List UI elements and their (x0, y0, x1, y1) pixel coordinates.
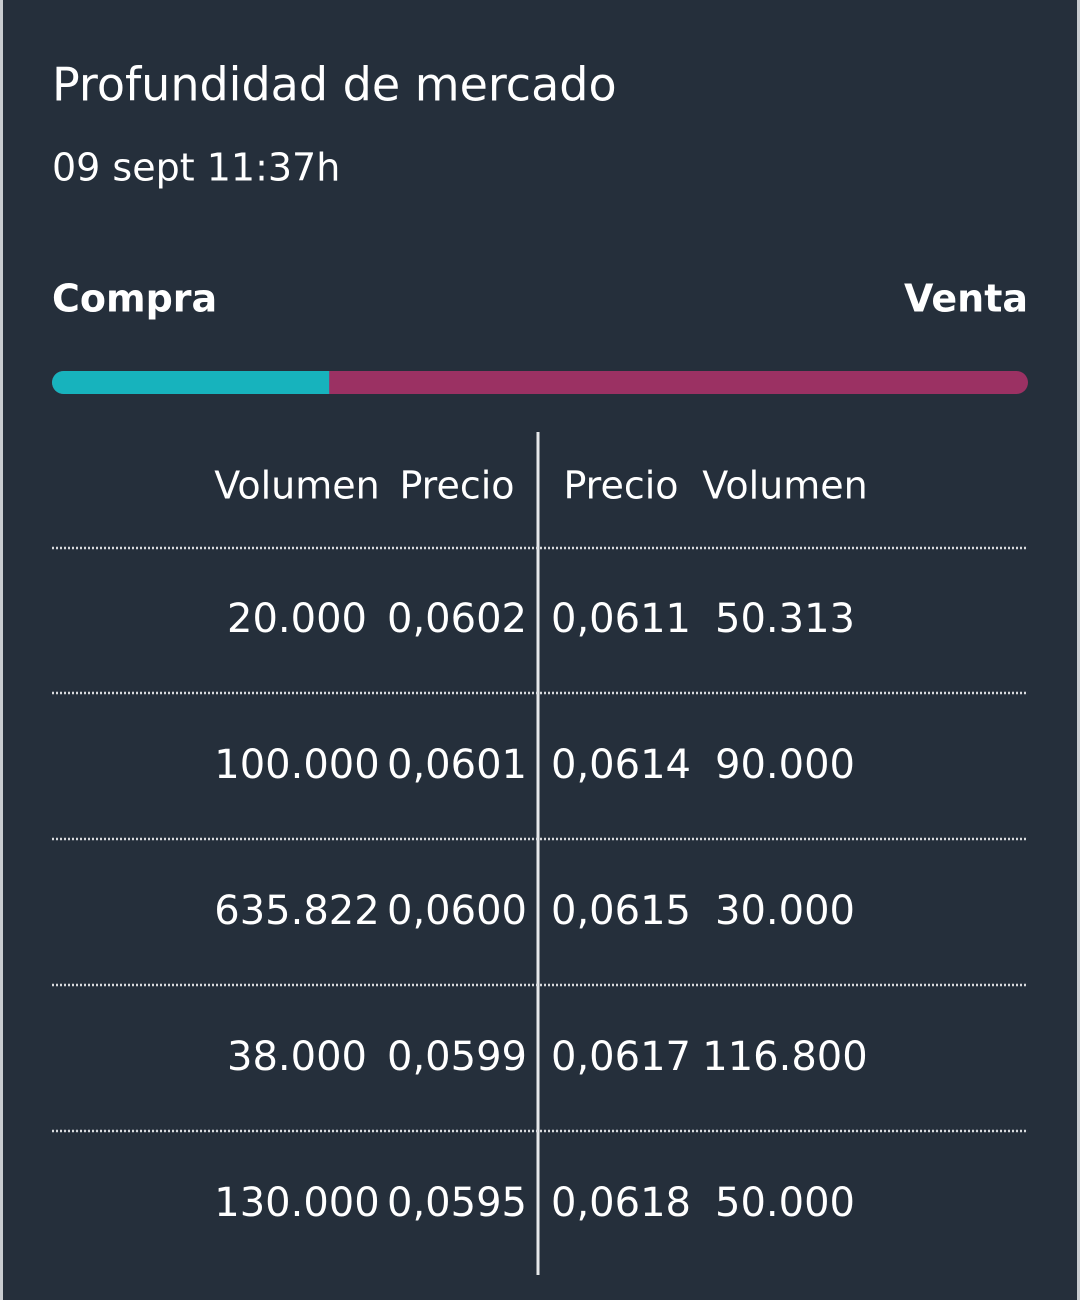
volume-cell: 50.313 (715, 596, 855, 642)
price-cell: 0,0617 (551, 1034, 691, 1080)
column-header: Precio (563, 464, 678, 508)
frame-right (1077, 0, 1080, 1300)
timestamp: 09 sept 11:37h (52, 146, 340, 190)
volume-cell: 116.800 (702, 1034, 867, 1080)
price-cell: 0,0601 (387, 742, 527, 788)
price-cell: 0,0614 (551, 742, 691, 788)
title: Profundidad de mercado (52, 58, 617, 112)
price-cell: 0,0595 (387, 1180, 527, 1226)
column-header: Precio (399, 464, 514, 508)
price-cell: 0,0611 (551, 596, 691, 642)
volume-cell: 635.822 (214, 888, 379, 934)
price-cell: 0,0618 (551, 1180, 691, 1226)
volume-cell: 100.000 (214, 742, 379, 788)
volume-cell: 38.000 (227, 1034, 367, 1080)
volume-cell: 50.000 (715, 1180, 855, 1226)
buy-label: Compra (52, 277, 217, 321)
price-cell: 0,0602 (387, 596, 527, 642)
price-cell: 0,0599 (387, 1034, 527, 1080)
volume-cell: 130.000 (214, 1180, 379, 1226)
price-cell: 0,0615 (551, 888, 691, 934)
column-header: Volumen (214, 464, 379, 508)
price-cell: 0,0600 (387, 888, 527, 934)
volume-cell: 20.000 (227, 596, 367, 642)
volume-cell: 90.000 (715, 742, 855, 788)
column-header: Volumen (702, 464, 867, 508)
volume-cell: 30.000 (715, 888, 855, 934)
buy-bar (52, 371, 330, 394)
sell-label: Venta (904, 277, 1028, 321)
frame-left (0, 0, 3, 1300)
